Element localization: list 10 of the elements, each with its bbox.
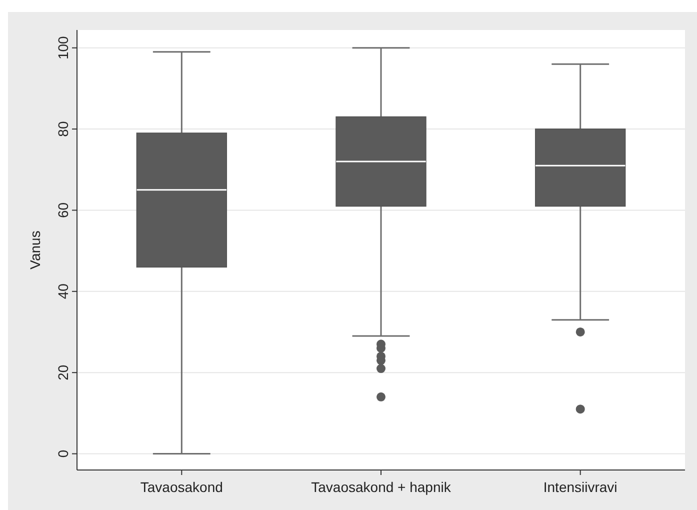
y-tick-label: 20 (55, 364, 71, 380)
y-tick-label: 80 (55, 121, 71, 137)
y-tick-label: 60 (55, 202, 71, 218)
y-tick-label: 0 (55, 450, 71, 458)
x-tick-label: Tavaosakond (140, 479, 223, 495)
y-axis-title: Vanus (27, 230, 43, 270)
x-tick-label: Tavaosakond + hapnik (311, 479, 452, 495)
y-tick-label: 40 (55, 283, 71, 300)
x-tick-label: Intensiivravi (543, 479, 618, 495)
y-tick-label: 100 (55, 36, 71, 60)
